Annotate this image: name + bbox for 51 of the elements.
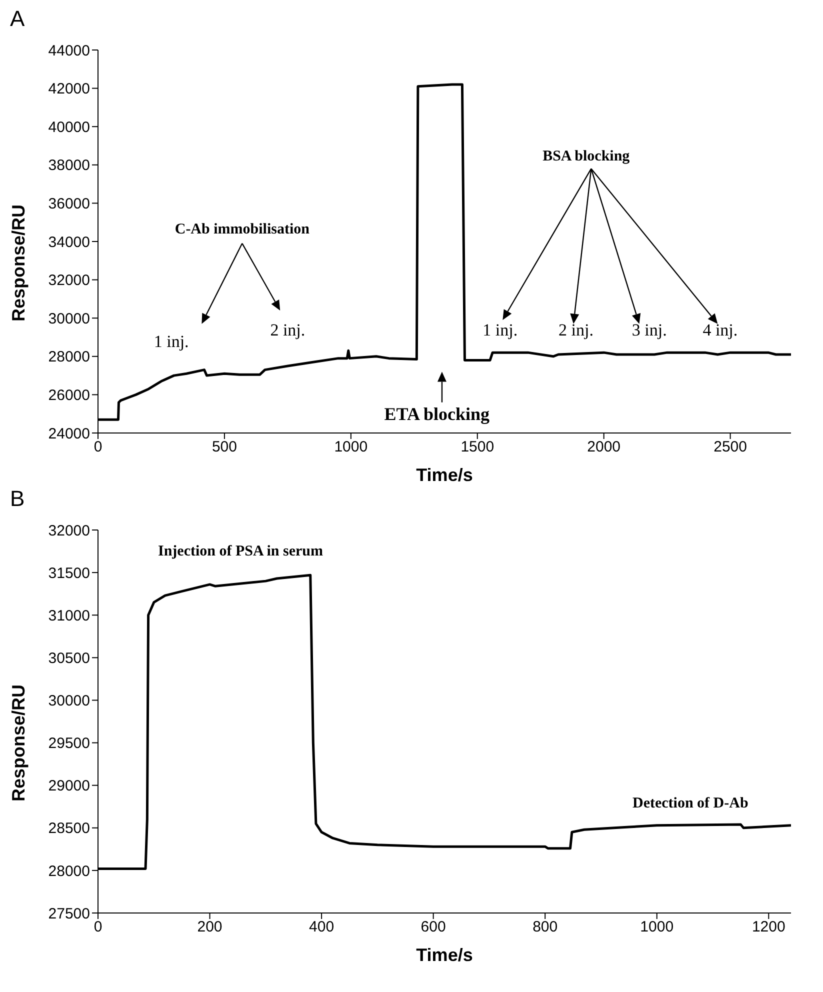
y-tick-label: 31000 <box>48 607 90 624</box>
annotation: 1 inj. <box>482 320 518 340</box>
x-tick-label: 2000 <box>587 438 621 456</box>
annotation: 2 inj. <box>270 320 306 340</box>
y-tick-label: 29000 <box>48 778 90 795</box>
x-tick-label: 1000 <box>334 438 368 456</box>
y-tick-label: 42000 <box>48 80 90 98</box>
y-axis-title: Response/RU <box>8 684 28 802</box>
y-tick-label: 34000 <box>48 234 90 251</box>
y-tick-label: 30000 <box>48 692 90 710</box>
y-tick-label: 29500 <box>48 735 90 752</box>
x-tick-label: 500 <box>212 438 237 456</box>
y-tick-label: 38000 <box>48 157 90 174</box>
annotation: 4 inj. <box>702 320 738 340</box>
annotation: Detection of D-Ab <box>632 795 748 812</box>
y-tick-label: 30500 <box>48 650 90 667</box>
y-tick-label: 44000 <box>48 42 90 60</box>
x-tick-label: 1000 <box>640 918 674 936</box>
y-tick-label: 28000 <box>48 862 90 880</box>
y-tick-label: 32000 <box>48 272 90 290</box>
chart-title: A <box>10 6 26 31</box>
y-axis-title: Response/RU <box>8 204 28 322</box>
y-tick-label: 36000 <box>48 196 90 213</box>
annotation: BSA blocking <box>542 148 630 165</box>
x-tick-label: 1500 <box>460 438 494 456</box>
x-tick-label: 400 <box>309 918 334 936</box>
y-tick-label: 32000 <box>48 522 90 540</box>
x-tick-label: 800 <box>532 918 558 936</box>
x-tick-label: 0 <box>94 438 102 456</box>
x-axis-title: Time/s <box>416 465 473 485</box>
annotation: ETA blocking <box>384 404 490 424</box>
y-tick-label: 24000 <box>48 425 90 442</box>
annotation: Injection of PSA in serum <box>158 544 324 560</box>
y-tick-label: 27500 <box>48 905 90 922</box>
x-tick-label: 600 <box>420 918 446 936</box>
x-tick-label: 2500 <box>714 438 747 456</box>
x-tick-label: 200 <box>197 918 222 936</box>
annotation: 3 inj. <box>632 320 667 340</box>
y-tick-label: 30000 <box>48 310 90 328</box>
y-tick-label: 28500 <box>48 820 90 838</box>
x-axis-title: Time/s <box>416 945 473 965</box>
annotation: 2 inj. <box>558 320 594 340</box>
y-tick-label: 40000 <box>48 118 90 136</box>
x-tick-label: 0 <box>94 918 102 936</box>
annotation: 1 inj. <box>154 332 189 351</box>
x-tick-label: 1200 <box>752 918 786 936</box>
chart-title: B <box>10 486 26 511</box>
y-tick-label: 31500 <box>48 564 90 582</box>
annotation: C-Ab immobilisation <box>174 221 310 238</box>
y-tick-label: 28000 <box>48 348 90 366</box>
y-tick-label: 26000 <box>48 387 90 404</box>
